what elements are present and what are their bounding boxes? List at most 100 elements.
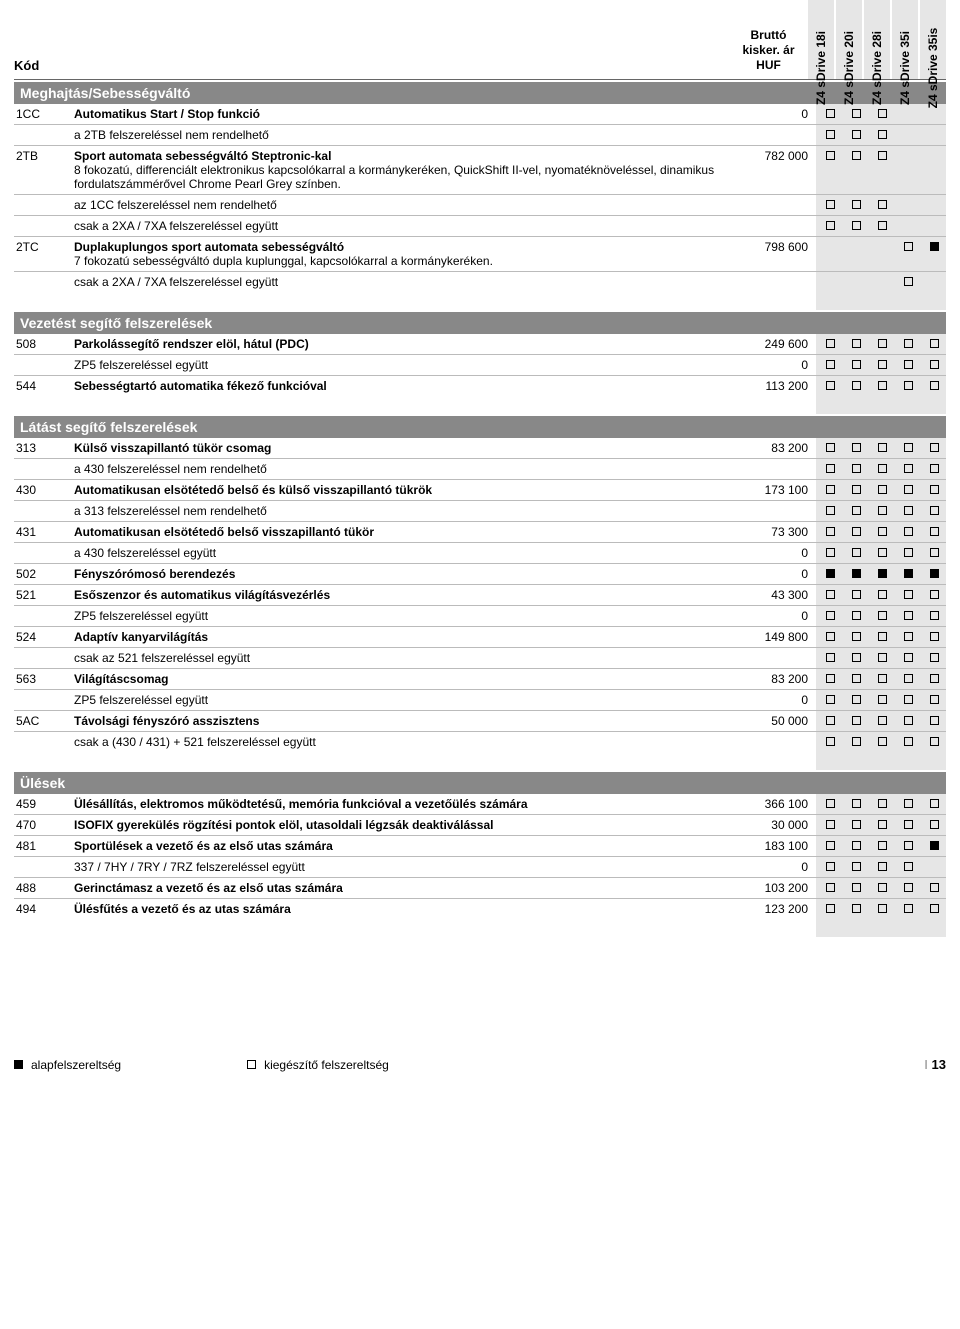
table-row: csak a (430 / 431) + 521 felszereléssel … bbox=[14, 732, 946, 753]
cell-marker bbox=[920, 438, 946, 459]
cell-marker bbox=[920, 376, 946, 397]
cell-desc: Automatikus Start / Stop funkció bbox=[74, 104, 741, 125]
header-price: Bruttó kisker. ár HUF bbox=[731, 28, 806, 79]
cell-marker bbox=[920, 585, 946, 606]
table-row: ZP5 felszereléssel együtt0 bbox=[14, 690, 946, 711]
cell-code bbox=[14, 459, 74, 480]
model-column: Z4 sDrive 28i bbox=[864, 0, 890, 79]
cell-price: 0 bbox=[741, 564, 816, 585]
table-row: 563Világításcsomag83 200 bbox=[14, 669, 946, 690]
cell-desc: csak a 2XA / 7XA felszereléssel együtt bbox=[74, 216, 741, 237]
cell-marker bbox=[816, 585, 842, 606]
cell-desc: 337 / 7HY / 7RY / 7RZ felszereléssel egy… bbox=[74, 857, 741, 878]
legend-opt-label: kiegészítő felszereltség bbox=[264, 1058, 389, 1072]
cell-marker bbox=[868, 711, 894, 732]
cell-marker bbox=[868, 564, 894, 585]
cell-price: 30 000 bbox=[741, 815, 816, 836]
section-header: Meghajtás/Sebességváltó bbox=[14, 82, 946, 104]
cell-marker bbox=[868, 794, 894, 815]
cell-marker bbox=[842, 711, 868, 732]
cell-marker bbox=[842, 459, 868, 480]
cell-marker bbox=[920, 794, 946, 815]
cell-marker bbox=[920, 899, 946, 920]
options-table: 459Ülésállítás, elektromos működtetésű, … bbox=[14, 794, 946, 937]
page-number: I 13 bbox=[924, 1057, 946, 1072]
cell-marker bbox=[920, 216, 946, 237]
cell-marker bbox=[816, 543, 842, 564]
cell-price: 0 bbox=[741, 355, 816, 376]
cell-marker bbox=[816, 376, 842, 397]
cell-marker bbox=[920, 690, 946, 711]
table-row: csak a 2XA / 7XA felszereléssel együtt bbox=[14, 272, 946, 293]
cell-marker bbox=[842, 438, 868, 459]
cell-marker bbox=[842, 564, 868, 585]
cell-code: 431 bbox=[14, 522, 74, 543]
table-row: a 313 felszereléssel nem rendelhető bbox=[14, 501, 946, 522]
cell-marker bbox=[868, 146, 894, 195]
cell-desc: ZP5 felszereléssel együtt bbox=[74, 606, 741, 627]
cell-marker bbox=[894, 355, 920, 376]
cell-marker bbox=[894, 543, 920, 564]
cell-price: 183 100 bbox=[741, 836, 816, 857]
cell-marker bbox=[842, 195, 868, 216]
table-row: 5ACTávolsági fényszóró asszisztens50 000 bbox=[14, 711, 946, 732]
cell-desc: Adaptív kanyarvilágítás bbox=[74, 627, 741, 648]
cell-desc: ZP5 felszereléssel együtt bbox=[74, 355, 741, 376]
table-row: 544Sebességtartó automatika fékező funkc… bbox=[14, 376, 946, 397]
cell-code bbox=[14, 606, 74, 627]
cell-marker bbox=[816, 669, 842, 690]
cell-marker bbox=[894, 857, 920, 878]
cell-marker bbox=[894, 815, 920, 836]
cell-marker bbox=[842, 355, 868, 376]
cell-marker bbox=[816, 522, 842, 543]
cell-code: 508 bbox=[14, 334, 74, 355]
cell-marker bbox=[816, 564, 842, 585]
table-row: 2TBSport automata sebességváltó Steptron… bbox=[14, 146, 946, 195]
cell-desc: Sebességtartó automatika fékező funkcióv… bbox=[74, 376, 741, 397]
cell-desc: ZP5 felszereléssel együtt bbox=[74, 690, 741, 711]
cell-marker bbox=[842, 899, 868, 920]
cell-price: 73 300 bbox=[741, 522, 816, 543]
cell-price: 113 200 bbox=[741, 376, 816, 397]
model-column: Z4 sDrive 35i bbox=[892, 0, 918, 79]
cell-desc: Sportülések a vezető és az első utas szá… bbox=[74, 836, 741, 857]
cell-code: 1CC bbox=[14, 104, 74, 125]
table-row: a 430 felszereléssel együtt0 bbox=[14, 543, 946, 564]
table-row: 502Fényszórómosó berendezés0 bbox=[14, 564, 946, 585]
table-row: csak az 521 felszereléssel együtt bbox=[14, 648, 946, 669]
cell-marker bbox=[816, 438, 842, 459]
cell-marker bbox=[894, 690, 920, 711]
cell-marker bbox=[920, 878, 946, 899]
table-row: 313Külső visszapillantó tükör csomag83 2… bbox=[14, 438, 946, 459]
cell-marker bbox=[816, 648, 842, 669]
cell-marker bbox=[894, 480, 920, 501]
cell-marker bbox=[894, 606, 920, 627]
cell-price: 0 bbox=[741, 543, 816, 564]
cell-desc: a 430 felszereléssel nem rendelhető bbox=[74, 459, 741, 480]
header-code: Kód bbox=[14, 58, 74, 79]
legend-opt-icon bbox=[247, 1060, 256, 1069]
cell-marker bbox=[894, 195, 920, 216]
cell-code bbox=[14, 501, 74, 522]
cell-marker bbox=[894, 836, 920, 857]
table-row: 494Ülésfűtés a vezető és az utas számára… bbox=[14, 899, 946, 920]
cell-marker bbox=[816, 237, 842, 272]
options-table: 313Külső visszapillantó tükör csomag83 2… bbox=[14, 438, 946, 770]
cell-price: 83 200 bbox=[741, 438, 816, 459]
cell-marker bbox=[868, 669, 894, 690]
cell-marker bbox=[842, 836, 868, 857]
table-header: Kód Bruttó kisker. ár HUF Z4 sDrive 18iZ… bbox=[14, 0, 946, 80]
cell-desc: a 313 felszereléssel nem rendelhető bbox=[74, 501, 741, 522]
cell-marker bbox=[842, 857, 868, 878]
cell-marker bbox=[894, 794, 920, 815]
cell-code: 430 bbox=[14, 480, 74, 501]
cell-desc: Fényszórómosó berendezés bbox=[74, 564, 741, 585]
cell-desc: Esőszenzor és automatikus világításvezér… bbox=[74, 585, 741, 606]
cell-code: 459 bbox=[14, 794, 74, 815]
cell-code: 481 bbox=[14, 836, 74, 857]
cell-code: 5AC bbox=[14, 711, 74, 732]
cell-marker bbox=[816, 272, 842, 293]
cell-marker bbox=[868, 125, 894, 146]
cell-marker bbox=[920, 125, 946, 146]
section-header: Ülések bbox=[14, 772, 946, 794]
